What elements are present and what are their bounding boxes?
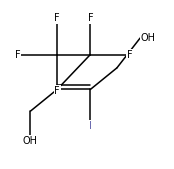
Text: F: F xyxy=(54,86,60,96)
Text: F: F xyxy=(88,13,93,23)
Text: I: I xyxy=(89,121,92,131)
Text: OH: OH xyxy=(140,33,155,43)
Text: F: F xyxy=(127,50,133,60)
Text: F: F xyxy=(54,13,60,23)
Text: F: F xyxy=(15,50,21,60)
Text: OH: OH xyxy=(23,136,38,146)
